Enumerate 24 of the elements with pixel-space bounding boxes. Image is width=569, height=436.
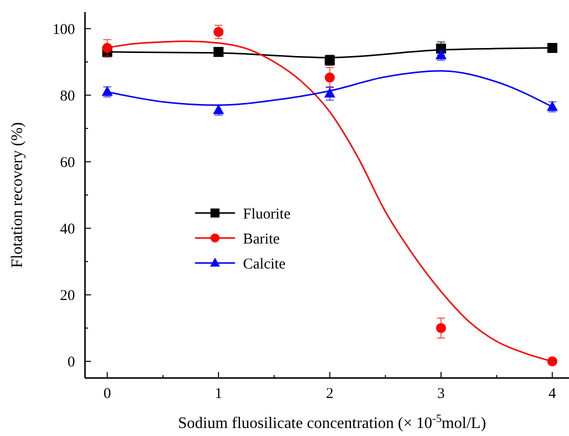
- x-tick-label: 4: [548, 386, 557, 402]
- legend-label: Fluorite: [243, 206, 291, 222]
- x-tick-label: 3: [437, 386, 445, 402]
- y-tick-label: 0: [68, 354, 75, 371]
- point: [547, 356, 558, 366]
- point: [324, 72, 335, 83]
- point: [214, 46, 224, 57]
- x-tick-label: 1: [214, 386, 222, 402]
- y-axis-title: Flotation recovery (%): [9, 122, 26, 268]
- legend-label: Calcite: [243, 256, 286, 272]
- point: [102, 42, 112, 53]
- legend-label: Barite: [243, 231, 280, 248]
- point: [547, 42, 558, 53]
- y-tick-label: 100: [52, 22, 75, 38]
- point: [324, 88, 336, 98]
- point: [214, 26, 224, 37]
- y-tick-label: 80: [60, 88, 75, 104]
- y-tick-label: 60: [60, 154, 75, 171]
- x-axis-title: Sodium fluosilicate concentration (× 10$^{-5}$mol/L): [178, 413, 486, 432]
- y-tick-label: 40: [60, 222, 75, 238]
- x-tick-label: 2: [326, 386, 334, 402]
- y-tick-label: 20: [60, 288, 75, 304]
- point: [436, 323, 446, 334]
- x-tick-label: 0: [104, 386, 112, 402]
